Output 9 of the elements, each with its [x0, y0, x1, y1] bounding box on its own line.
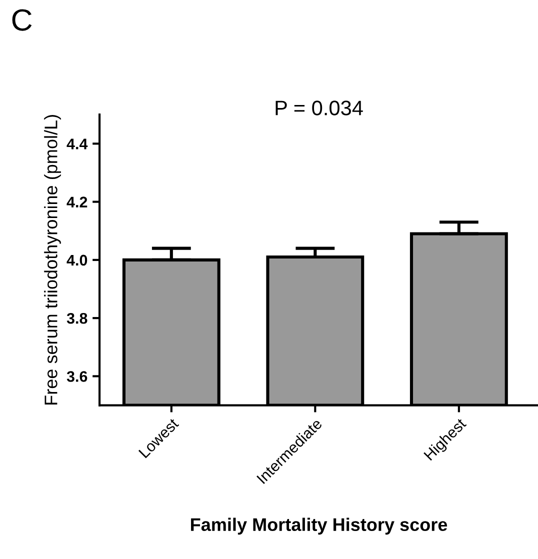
annotation: P = 0.034 [276, 100, 363, 116]
y-tick-label: 3.6 [66, 371, 88, 382]
y-tick-label: 4.2 [66, 196, 88, 208]
y-tick-label: 4.0 [66, 254, 88, 266]
y-tick-label: 3.8 [66, 312, 88, 324]
text: C [12, 9, 32, 31]
y-tick-label: 4.4 [66, 138, 88, 150]
x-axis-title: Family Mortality History score [191, 518, 448, 535]
y-axis-title: Free serum triiodothyronine (pmol/L) [44, 115, 61, 404]
